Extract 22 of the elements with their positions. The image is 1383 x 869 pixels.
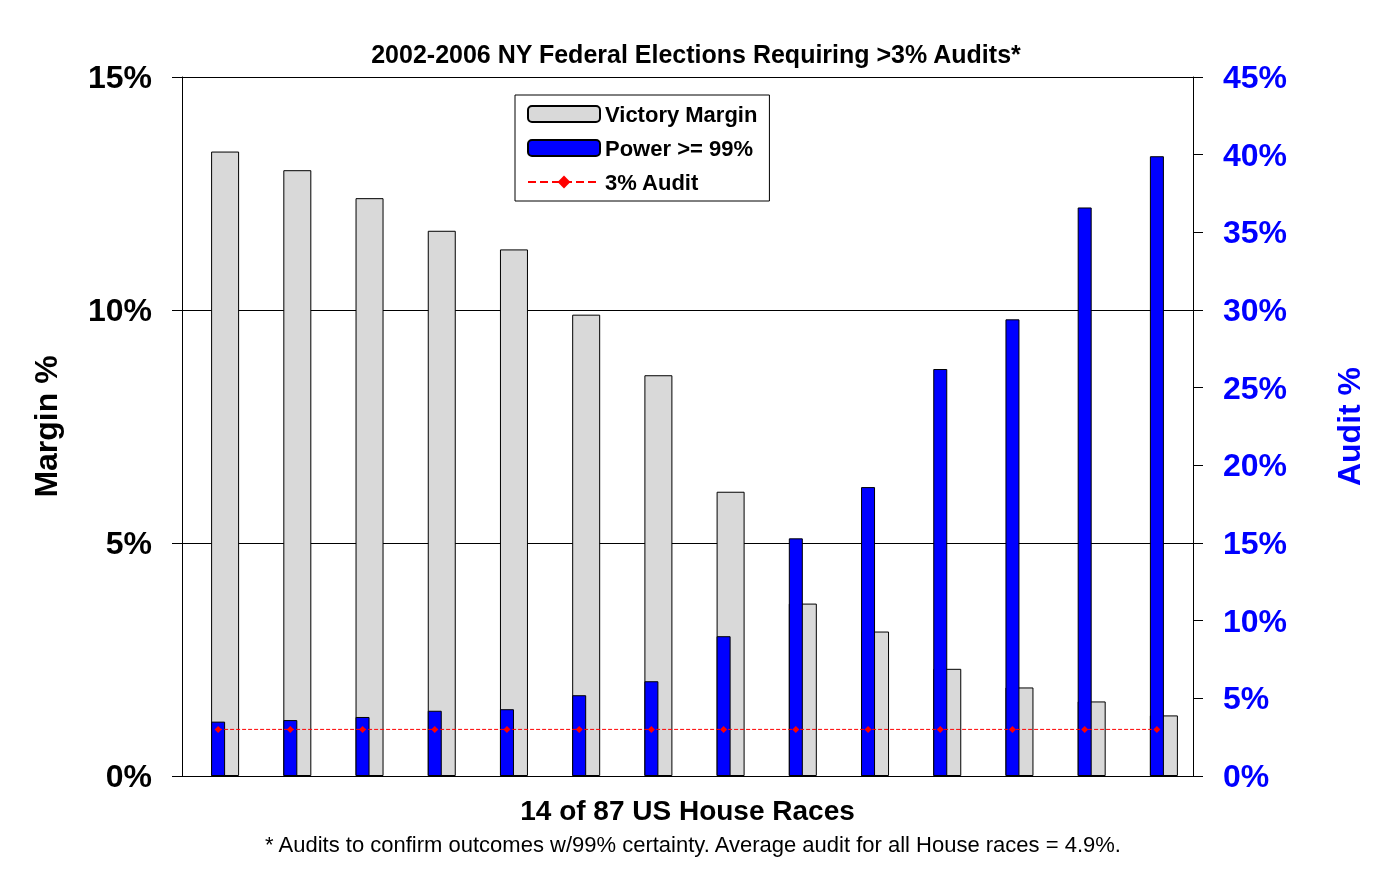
text: * Audits to confirm outcomes w/99% certainty. Average audit for all House races = 4.9%.: [265, 831, 1121, 857]
y2-tick-label: 45%: [1223, 59, 1288, 95]
y2-tick-label: 25%: [1223, 369, 1288, 406]
y-tick-label: 0%: [105, 758, 152, 794]
x-axis-title: 14 of 87 US House Races: [520, 794, 855, 826]
legend-label: Power >= 99%: [605, 135, 753, 161]
y2-tick-label: 35%: [1223, 214, 1288, 251]
y-tick-label: 15%: [87, 59, 152, 95]
y-tick-label: 5%: [105, 525, 152, 561]
y2-tick-label: 20%: [1223, 447, 1288, 484]
y2-tick-label: 10%: [1223, 602, 1288, 639]
y2-tick-label: 0%: [1223, 758, 1270, 794]
y2-tick-label: 5%: [1223, 680, 1270, 717]
legend-label: 3% Audit: [605, 169, 699, 195]
legend-label: Victory Margin: [605, 101, 758, 127]
y2-tick-label: 30%: [1223, 292, 1288, 328]
y2-axis-title: Audit %: [1331, 366, 1367, 487]
y2-tick-label: 15%: [1223, 525, 1288, 561]
y-tick-label: 10%: [87, 292, 152, 328]
y2-tick-label: 40%: [1223, 136, 1288, 173]
chart-title: 2002-2006 NY Federal Elections Requiring >3% Audits*: [371, 39, 1022, 68]
y-axis-title: Margin %: [28, 355, 64, 498]
